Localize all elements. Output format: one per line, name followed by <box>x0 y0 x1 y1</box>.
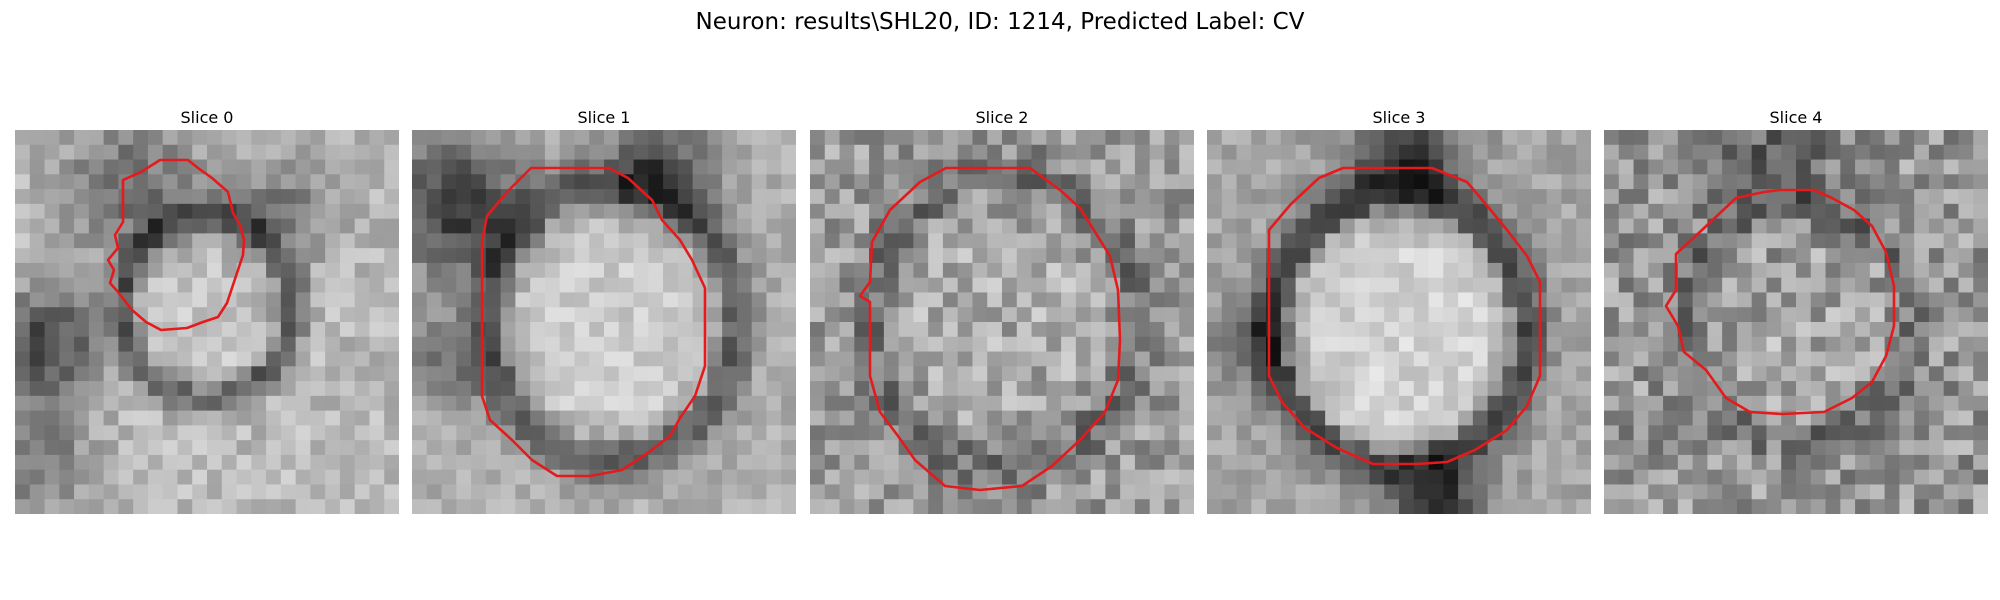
segmentation-outline <box>858 166 1122 492</box>
figure-title: Neuron: results\SHL20, ID: 1214, Predict… <box>695 9 1305 35</box>
slice-panel-1: Slice 1 <box>412 108 796 514</box>
slice-panel-3: Slice 3 <box>1207 108 1591 514</box>
segmentation-outline <box>1267 166 1542 466</box>
segmentation-outline <box>1664 188 1896 416</box>
slice-panel-4: Slice 4 <box>1604 108 1988 514</box>
slice-image <box>412 130 796 514</box>
slice-title: Slice 0 <box>180 108 234 127</box>
slice-title: Slice 4 <box>1769 108 1823 127</box>
slice-image <box>15 130 399 514</box>
slice-title: Slice 3 <box>1372 108 1426 127</box>
segmentation-outline <box>480 166 707 478</box>
slice-panel-2: Slice 2 <box>810 108 1194 514</box>
slice-title: Slice 2 <box>975 108 1029 127</box>
slice-image <box>1207 130 1591 514</box>
slice-image <box>810 130 1194 514</box>
slice-panel-0: Slice 0 <box>15 108 399 514</box>
slice-title: Slice 1 <box>577 108 631 127</box>
slice-image <box>1604 130 1988 514</box>
segmentation-outline <box>106 158 246 332</box>
